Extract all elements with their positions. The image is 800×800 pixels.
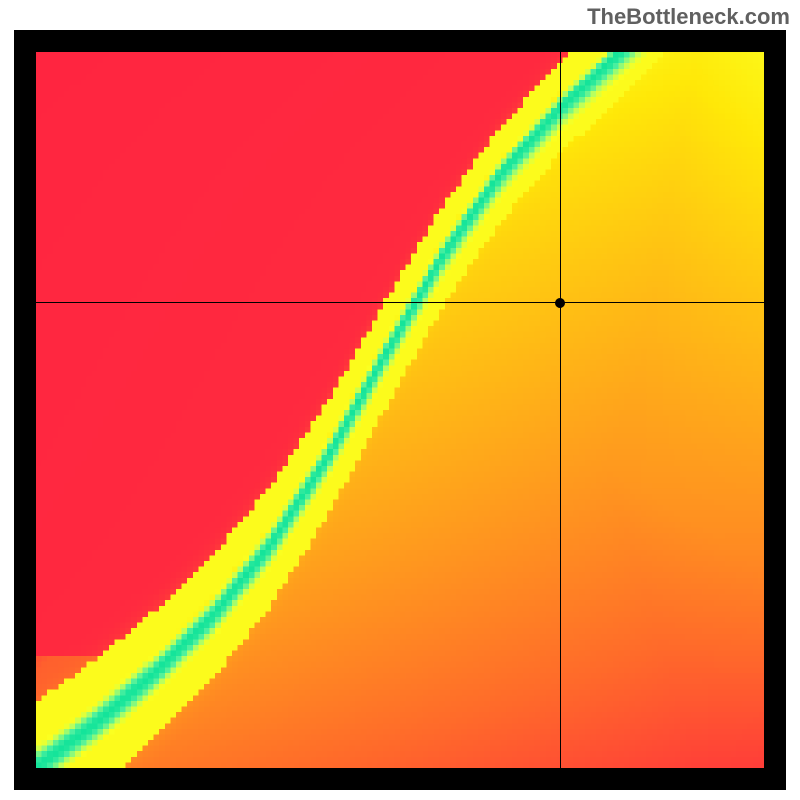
crosshair-marker [555, 298, 565, 308]
crosshair-vertical [560, 52, 561, 768]
watermark-text: TheBottleneck.com [587, 4, 790, 30]
heatmap-canvas [36, 52, 764, 768]
crosshair-horizontal [36, 302, 764, 303]
